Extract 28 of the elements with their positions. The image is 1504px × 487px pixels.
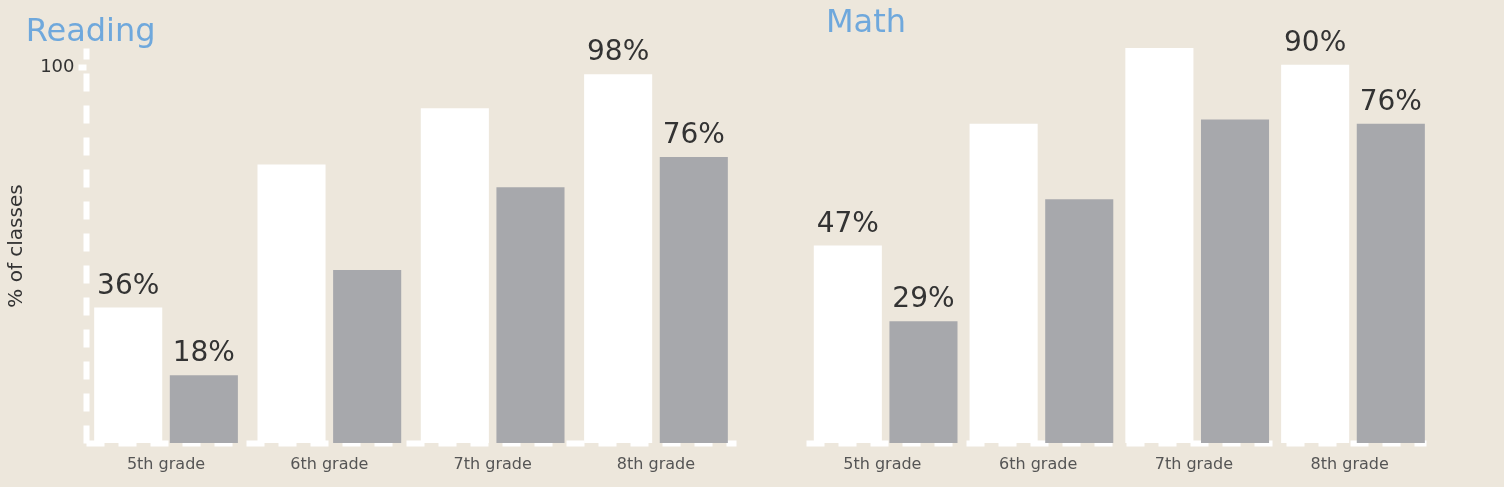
x-tick-label: 5th grade — [126, 453, 206, 473]
x-tick-label: 5th grade — [843, 453, 922, 473]
bar — [659, 157, 728, 443]
y-tick-label: 100 — [40, 55, 75, 77]
data-label: 76% — [662, 117, 725, 151]
data-label: 90% — [1284, 24, 1347, 58]
bar — [1200, 119, 1270, 443]
x-tick-label: 7th grade — [453, 453, 532, 473]
bar — [333, 269, 402, 443]
data-label: 76% — [1359, 83, 1422, 117]
data-label: 18% — [172, 335, 235, 369]
x-tick-label: 7th grade — [1154, 453, 1233, 473]
x-tick-label: 6th grade — [290, 453, 369, 473]
bar — [1045, 199, 1114, 443]
y-axis-title: % of classes — [3, 184, 28, 308]
x-tick-label: 6th grade — [999, 453, 1078, 473]
bar — [169, 375, 238, 443]
x-tick-label: 8th grade — [616, 453, 696, 473]
data-label: 47% — [816, 205, 879, 239]
data-label: 98% — [587, 34, 650, 68]
data-label: 29% — [892, 281, 955, 315]
chart-title: Math — [826, 1, 907, 40]
bar — [496, 187, 565, 443]
chart-title: Reading — [25, 11, 156, 50]
data-label: 36% — [97, 267, 160, 301]
bar — [889, 321, 958, 443]
x-tick-label: 8th grade — [1310, 453, 1389, 473]
bar — [1356, 123, 1425, 443]
